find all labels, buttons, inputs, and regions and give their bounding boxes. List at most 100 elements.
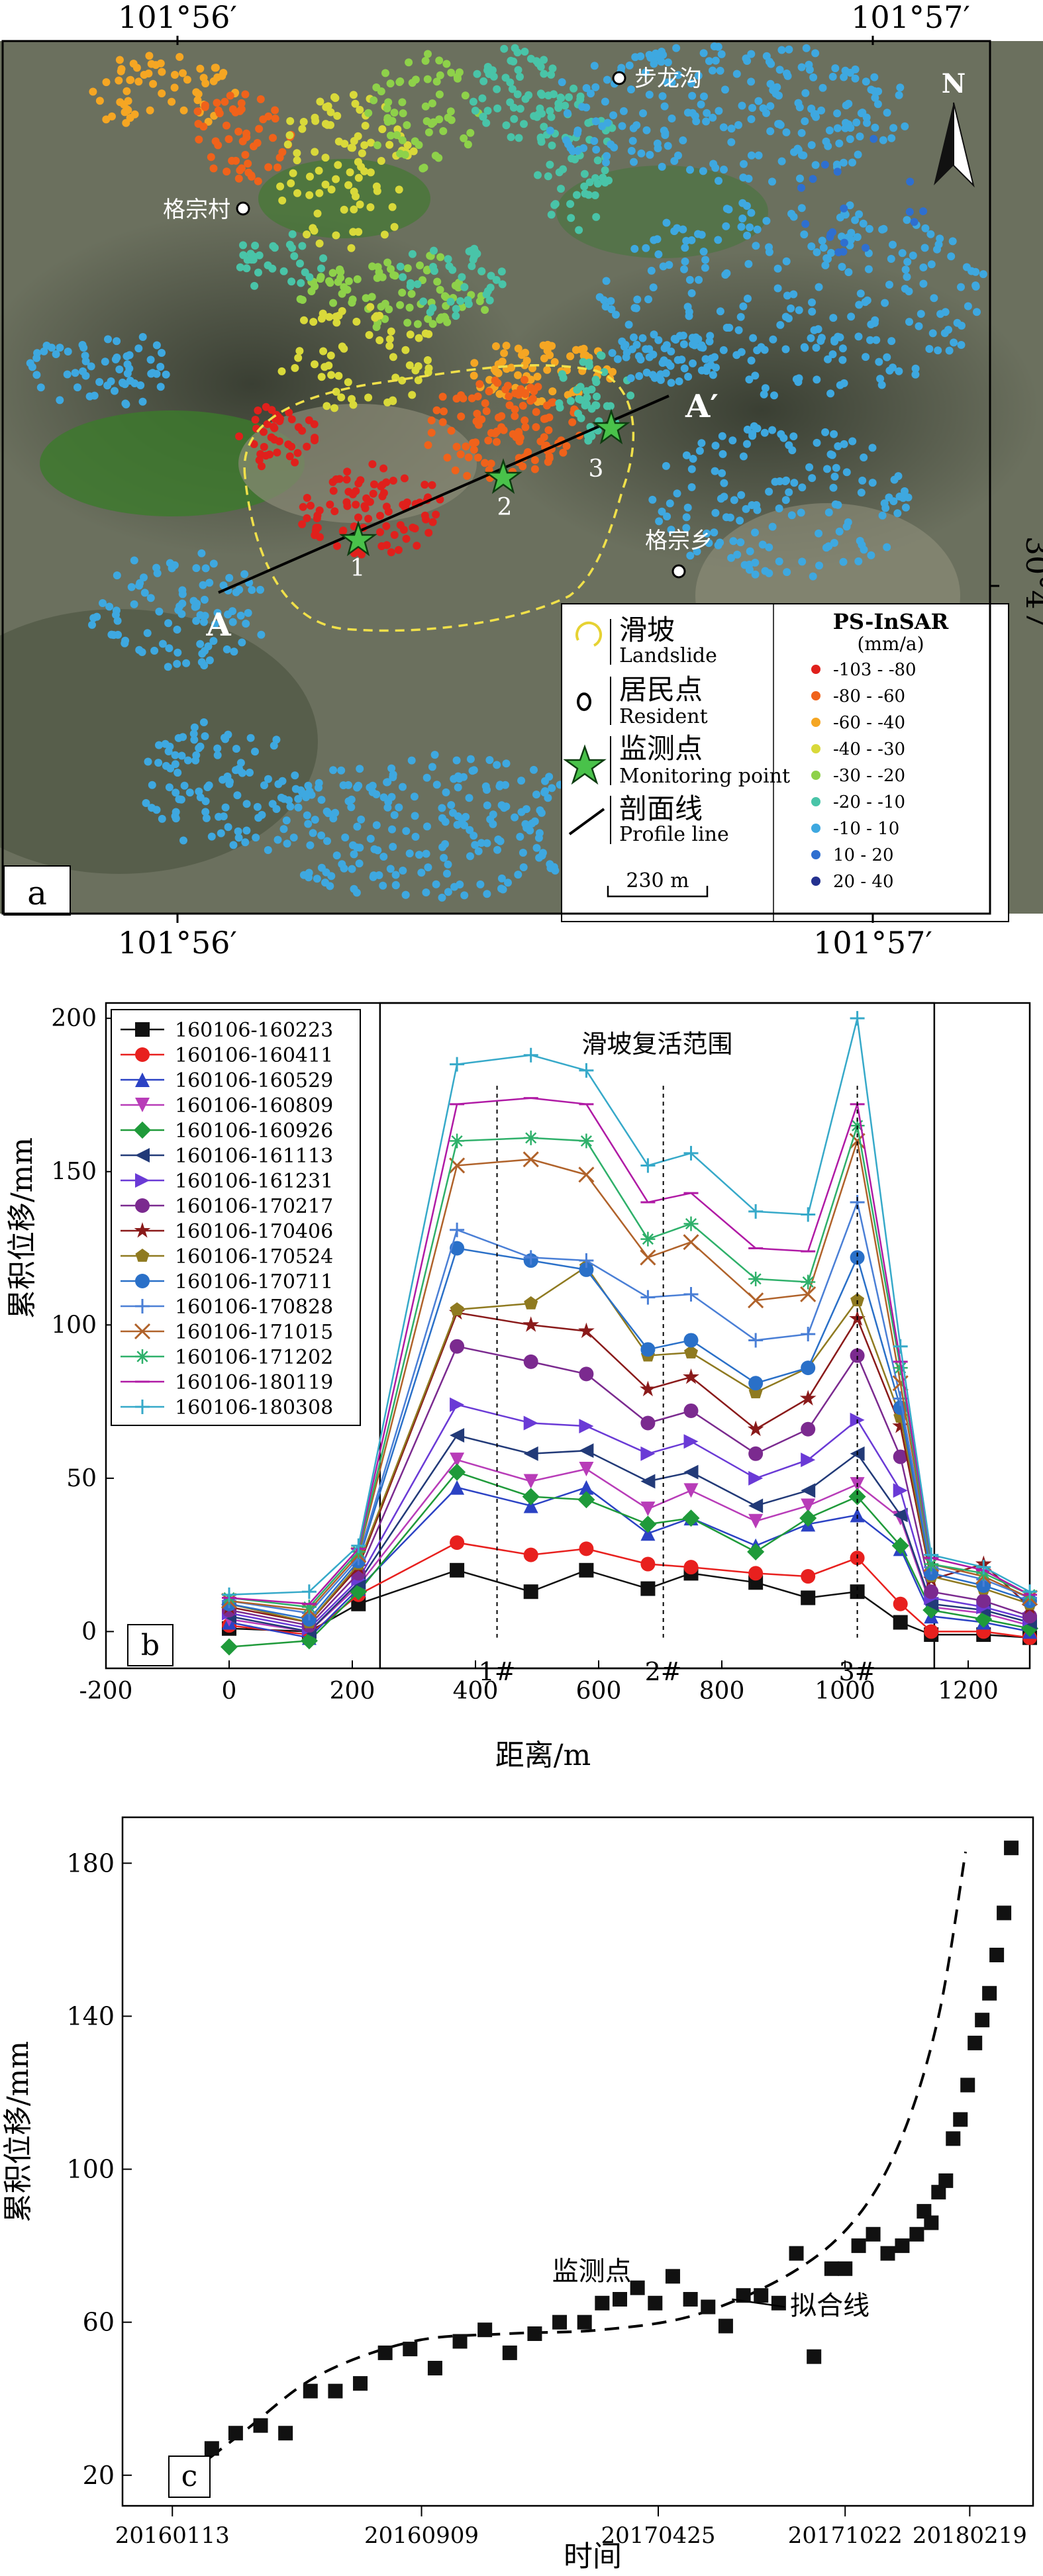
ps-point bbox=[540, 433, 548, 442]
ps-point bbox=[241, 150, 250, 159]
ps-point bbox=[679, 225, 687, 234]
ps-point bbox=[465, 794, 473, 802]
ps-point bbox=[417, 869, 426, 877]
ps-point bbox=[138, 333, 147, 341]
ps-point bbox=[928, 329, 937, 338]
ps-point bbox=[857, 489, 866, 497]
ps-point bbox=[462, 442, 470, 451]
data-point-marker bbox=[450, 1302, 464, 1315]
ps-point bbox=[306, 841, 315, 849]
ps-point bbox=[681, 244, 689, 252]
ps-point bbox=[230, 647, 238, 656]
ps-point bbox=[390, 109, 399, 117]
data-point-marker bbox=[450, 1428, 465, 1443]
ps-point bbox=[270, 741, 278, 750]
ps-point bbox=[411, 366, 420, 375]
data-point-marker bbox=[135, 1148, 150, 1163]
ps-point bbox=[601, 166, 609, 175]
ps-point bbox=[321, 154, 330, 162]
ps-point bbox=[405, 58, 413, 67]
ps-point bbox=[514, 871, 522, 879]
ps-point bbox=[460, 773, 468, 781]
ps-point bbox=[282, 816, 291, 825]
ps-point bbox=[587, 432, 596, 440]
ps-point bbox=[214, 141, 223, 150]
legend-profile-zh: 剖面线 bbox=[619, 792, 703, 825]
data-point-marker bbox=[893, 1483, 908, 1498]
ps-point bbox=[733, 550, 742, 559]
ps-point bbox=[591, 191, 599, 199]
data-point-marker bbox=[850, 1250, 865, 1265]
ps-point bbox=[172, 808, 180, 816]
legend-item: 160106-160411 bbox=[121, 1044, 333, 1067]
ps-point bbox=[430, 751, 439, 759]
ps-point bbox=[654, 336, 663, 344]
ps-point bbox=[391, 871, 400, 879]
ps-point bbox=[407, 289, 416, 298]
ps-point bbox=[303, 811, 311, 820]
ps-point bbox=[719, 346, 728, 354]
ps-point bbox=[179, 733, 187, 741]
ps-point bbox=[746, 547, 754, 555]
ps-point bbox=[329, 766, 338, 775]
ps-point bbox=[855, 210, 864, 218]
ps-point bbox=[264, 775, 272, 783]
ps-point bbox=[893, 509, 902, 518]
data-point bbox=[838, 2261, 853, 2276]
ps-point bbox=[291, 785, 300, 793]
data-point-marker bbox=[522, 1151, 539, 1168]
data-point-marker bbox=[924, 1584, 939, 1599]
ps-point bbox=[662, 218, 671, 227]
ps-point bbox=[528, 819, 536, 828]
ps-point bbox=[424, 528, 433, 537]
data-point bbox=[997, 1905, 1012, 1921]
ps-point bbox=[926, 230, 935, 238]
data-point-marker bbox=[579, 1480, 594, 1495]
colorbar-swatch bbox=[811, 797, 820, 806]
ps-point bbox=[158, 349, 166, 357]
ps-point bbox=[530, 465, 539, 473]
ps-point bbox=[703, 529, 711, 538]
ps-point bbox=[807, 105, 816, 113]
ps-point bbox=[323, 402, 331, 410]
data-point bbox=[909, 2226, 924, 2242]
ps-point bbox=[113, 354, 121, 361]
x-tick-label: 20160113 bbox=[115, 2522, 230, 2549]
ps-point bbox=[797, 128, 806, 137]
ps-point bbox=[753, 346, 762, 355]
ps-point bbox=[906, 177, 915, 186]
ps-point bbox=[936, 310, 945, 318]
ps-point bbox=[590, 62, 599, 70]
ps-point bbox=[379, 489, 388, 497]
data-point-marker bbox=[523, 1474, 538, 1489]
ps-point bbox=[192, 616, 201, 625]
ps-point bbox=[579, 344, 588, 353]
ps-point bbox=[502, 342, 511, 350]
ps-point bbox=[800, 230, 809, 239]
ps-point bbox=[580, 182, 589, 191]
ps-point bbox=[74, 383, 81, 392]
ps-point bbox=[881, 299, 889, 307]
ps-point bbox=[287, 415, 296, 424]
ps-point bbox=[398, 289, 407, 297]
ps-point bbox=[485, 387, 493, 396]
ps-point bbox=[522, 805, 530, 814]
ps-point bbox=[582, 84, 591, 92]
ps-point bbox=[903, 273, 911, 281]
ps-point bbox=[737, 491, 746, 499]
ps-point bbox=[136, 579, 144, 587]
ps-point bbox=[379, 464, 388, 473]
data-point-marker bbox=[801, 1453, 816, 1468]
ps-point bbox=[925, 345, 934, 353]
ps-point bbox=[532, 843, 541, 852]
ps-point bbox=[864, 265, 873, 273]
ps-point bbox=[483, 786, 491, 794]
ps-point bbox=[430, 246, 438, 255]
ps-point bbox=[592, 146, 601, 154]
ps-point bbox=[818, 236, 826, 245]
ps-point bbox=[170, 83, 179, 92]
ps-point bbox=[213, 99, 221, 107]
ps-point bbox=[546, 126, 554, 135]
ps-point bbox=[311, 434, 319, 442]
